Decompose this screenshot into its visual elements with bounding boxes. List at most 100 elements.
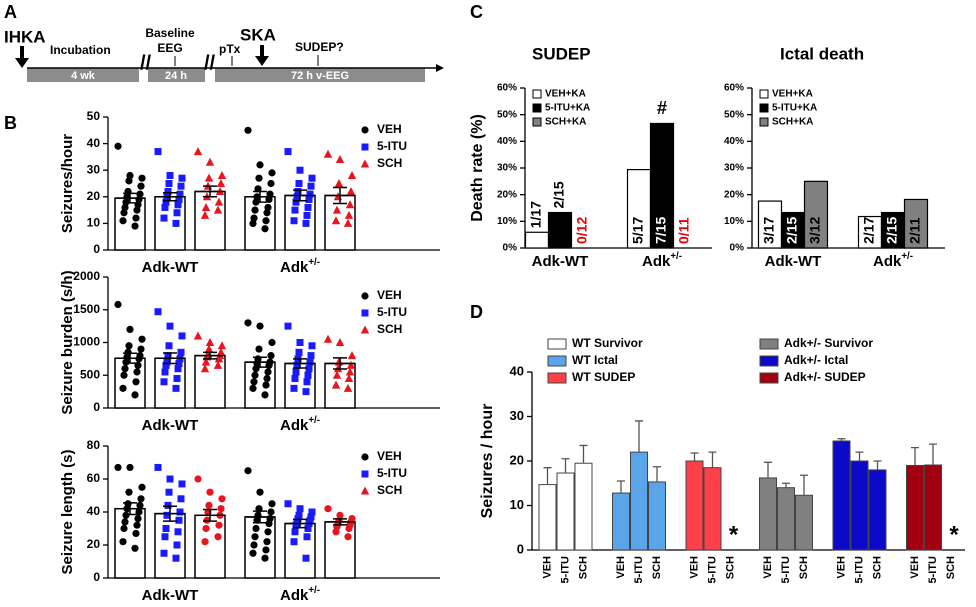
timeline-label: SUDEP? bbox=[295, 40, 344, 54]
dot bbox=[174, 528, 182, 536]
dot bbox=[264, 528, 272, 536]
legend-label: VEH bbox=[377, 288, 402, 302]
dot bbox=[178, 174, 186, 182]
dot bbox=[132, 214, 140, 222]
dot bbox=[160, 378, 168, 386]
dot bbox=[205, 157, 215, 166]
y-tick-label: 0 bbox=[93, 242, 100, 256]
group-label-text: Adk-WT bbox=[765, 253, 822, 270]
dot bbox=[284, 148, 292, 156]
dot bbox=[114, 142, 122, 150]
dot bbox=[162, 361, 170, 369]
y-tick-label: 20% bbox=[724, 189, 744, 200]
timeline-label: pTx bbox=[219, 42, 241, 56]
annotation: * bbox=[729, 521, 739, 548]
dot bbox=[133, 521, 141, 529]
x-tick-label: VEH bbox=[541, 556, 553, 579]
error-bar bbox=[579, 444, 588, 464]
group-label: Adk-WT bbox=[532, 253, 589, 270]
x-tick-label: 5-ITU bbox=[780, 556, 792, 584]
dot bbox=[165, 180, 173, 187]
dot bbox=[304, 203, 312, 211]
error-bar bbox=[325, 186, 355, 205]
break: // bbox=[140, 52, 152, 74]
error-bar bbox=[543, 467, 552, 485]
dot bbox=[121, 518, 129, 526]
group-label: Adk-WT bbox=[765, 253, 822, 270]
dot bbox=[175, 195, 183, 203]
legend-swatch bbox=[547, 338, 567, 350]
segment-label: 72 h v-EEG bbox=[291, 70, 349, 82]
dot bbox=[217, 341, 227, 350]
dot bbox=[200, 210, 210, 219]
y-tick-label: 50 bbox=[87, 109, 101, 123]
y-tick-label: 20 bbox=[87, 537, 101, 551]
dot bbox=[343, 383, 353, 392]
error-bar bbox=[195, 351, 225, 360]
dot bbox=[177, 495, 185, 503]
panel-label: A bbox=[4, 2, 17, 22]
error-bar bbox=[195, 185, 225, 198]
error-bar bbox=[155, 192, 185, 202]
dot bbox=[174, 201, 182, 209]
y-tick-label: 10 bbox=[87, 216, 101, 230]
dot bbox=[204, 344, 214, 353]
y-tick-label: 50% bbox=[497, 109, 517, 120]
dot bbox=[262, 546, 270, 554]
dot bbox=[154, 463, 162, 471]
dot bbox=[345, 200, 355, 209]
dot bbox=[303, 533, 311, 541]
dot bbox=[173, 541, 181, 549]
group-label-sup: +/- bbox=[308, 257, 320, 268]
panel-label: B bbox=[4, 113, 17, 133]
timeline: IHKA Incubation 4 wk // 24 h // 72 h v-E… bbox=[4, 25, 444, 82]
legend-label: 5-ITU+KA bbox=[772, 103, 817, 114]
group-label-text: Adk-WT bbox=[142, 259, 199, 276]
bar bbox=[803, 180, 829, 249]
error-bar bbox=[245, 356, 275, 368]
dot bbox=[216, 179, 226, 187]
legend-marker bbox=[361, 126, 369, 134]
timeline-label: Baseline bbox=[145, 26, 195, 40]
dot bbox=[335, 338, 345, 346]
dot bbox=[175, 359, 183, 367]
dot bbox=[125, 488, 133, 496]
dot bbox=[214, 197, 224, 206]
dot bbox=[176, 508, 184, 516]
segment bbox=[148, 68, 205, 82]
dot bbox=[347, 171, 357, 180]
dot bbox=[173, 375, 181, 383]
dot bbox=[293, 193, 301, 201]
legend-label: VEH+KA bbox=[545, 89, 586, 100]
bar bbox=[649, 122, 675, 249]
y-tick-label: 1500 bbox=[73, 302, 100, 316]
dot bbox=[206, 488, 214, 496]
dot bbox=[308, 174, 316, 182]
dot bbox=[165, 488, 173, 496]
dot bbox=[137, 182, 145, 190]
dot bbox=[250, 214, 258, 222]
legend-label: VEH bbox=[377, 122, 402, 136]
y-tick-label: 40 bbox=[510, 363, 524, 378]
legend-swatch bbox=[547, 355, 567, 367]
y-tick-label: 40 bbox=[87, 504, 101, 518]
y-axis-label: Seizures/hour bbox=[59, 134, 76, 233]
dot bbox=[137, 495, 145, 503]
group-label: Adk-WT bbox=[142, 587, 199, 604]
bar bbox=[850, 460, 869, 551]
dot bbox=[162, 198, 170, 206]
legend-label: SCH bbox=[377, 156, 402, 170]
dot bbox=[308, 342, 316, 350]
error-bar bbox=[561, 458, 570, 474]
y-tick-label: 10% bbox=[724, 216, 744, 227]
y-tick-label: 20 bbox=[87, 189, 101, 203]
error-bar bbox=[115, 352, 145, 364]
dot bbox=[161, 533, 169, 541]
dot bbox=[174, 365, 182, 373]
dot bbox=[160, 549, 168, 557]
legend-swatch bbox=[532, 117, 542, 127]
legend-label: 5-ITU bbox=[377, 305, 407, 319]
timeline-label: IHKA bbox=[4, 27, 46, 46]
error-bar bbox=[873, 460, 882, 470]
